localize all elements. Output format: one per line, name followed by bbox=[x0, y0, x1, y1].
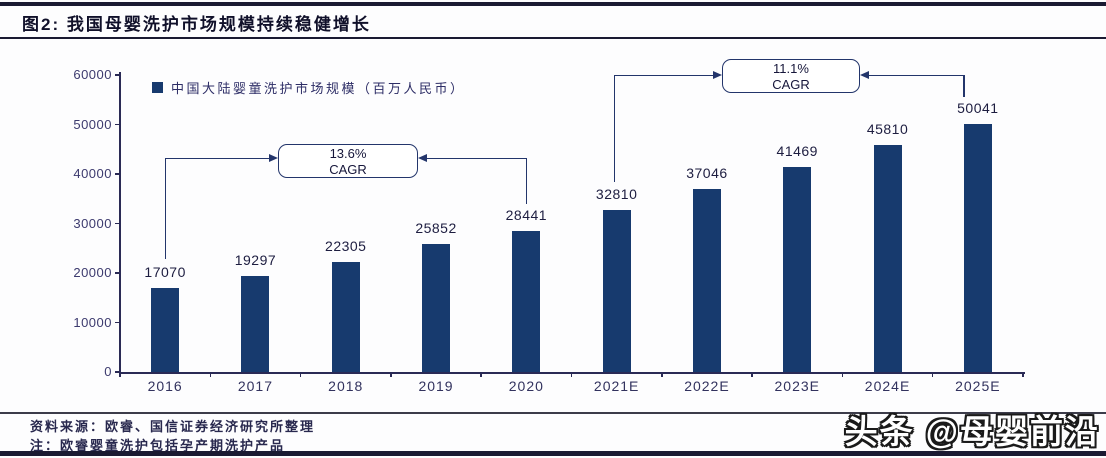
x-axis-tick bbox=[209, 372, 212, 377]
cagr1-left-bracket-line bbox=[164, 157, 166, 259]
cagr2-annotation-box: 11.1% CAGR bbox=[722, 59, 860, 93]
y-axis-tick-label: 20000 bbox=[73, 265, 112, 280]
x-axis-tick bbox=[661, 372, 663, 377]
bar-2020 bbox=[512, 231, 541, 372]
y-axis-tick bbox=[115, 123, 120, 126]
x-axis-category-label: 2021E bbox=[593, 378, 640, 394]
bar-2023E bbox=[783, 166, 812, 372]
bar-value-label: 41469 bbox=[776, 142, 818, 159]
bar-2019 bbox=[422, 244, 451, 372]
methodology-note: 注：欧睿婴童洗护包括孕产期洗护产品 bbox=[30, 438, 286, 453]
cagr1-right-connector-line bbox=[427, 157, 526, 159]
x-axis-tick bbox=[390, 372, 392, 377]
y-axis-tick bbox=[115, 74, 120, 76]
x-axis-category-label: 2025E bbox=[955, 378, 1001, 394]
legend: 中国大陆婴童洗护市场规模（百万人民币） bbox=[152, 80, 466, 96]
cagr2-right-arrow-icon bbox=[860, 71, 869, 79]
x-axis-tick bbox=[480, 372, 482, 377]
source-note: 资料来源：欧睿、国信证券经济研究所整理 bbox=[30, 419, 316, 434]
footer-divider-line bbox=[0, 412, 1106, 414]
x-axis-category-label: 2016 bbox=[147, 378, 183, 394]
bar-value-label: 22305 bbox=[325, 237, 367, 254]
bottom-border-line bbox=[0, 451, 1106, 456]
x-axis-tick bbox=[119, 372, 121, 377]
cagr1-right-arrow-icon bbox=[418, 154, 427, 162]
x-axis-category-label: 2019 bbox=[418, 378, 454, 394]
bar-2018 bbox=[331, 261, 360, 372]
cagr2-rate: 11.1% bbox=[773, 61, 809, 76]
x-axis-category-label: 2017 bbox=[237, 378, 274, 394]
cagr1-rate: 13.6% bbox=[329, 146, 367, 161]
x-axis-category-label: 2020 bbox=[508, 378, 544, 394]
x-axis-tick bbox=[570, 372, 573, 377]
cagr1-left-connector-line bbox=[165, 157, 270, 159]
bar-2021E bbox=[602, 209, 631, 372]
legend-label: 中国大陆婴童洗护市场规模（百万人民币） bbox=[171, 80, 466, 96]
bar-value-label: 17070 bbox=[144, 263, 186, 280]
y-axis-tick bbox=[115, 222, 120, 225]
bar-2024E bbox=[873, 145, 902, 372]
bar-2016 bbox=[151, 287, 180, 372]
x-axis-tick bbox=[841, 372, 844, 377]
y-axis-tick bbox=[115, 173, 120, 175]
cagr1-label: CAGR bbox=[329, 162, 367, 177]
x-axis-tick bbox=[299, 372, 302, 377]
cagr1-right-bracket-line bbox=[525, 157, 527, 204]
bar-value-label: 25852 bbox=[415, 220, 457, 237]
watermark: 头条 @母婴前沿 bbox=[844, 413, 1100, 450]
y-axis-tick bbox=[115, 321, 120, 324]
y-axis-tick-label: 60000 bbox=[73, 67, 112, 82]
bar-value-label: 50041 bbox=[957, 100, 999, 117]
x-axis-category-label: 2018 bbox=[328, 378, 364, 394]
x-axis-tick bbox=[751, 372, 753, 377]
y-axis-tick-label: 40000 bbox=[73, 166, 112, 181]
bar-value-label: 19297 bbox=[234, 252, 277, 269]
legend-swatch-icon bbox=[152, 81, 163, 93]
cagr2-left-bracket-line bbox=[613, 75, 615, 182]
bar-value-label: 45810 bbox=[866, 121, 909, 138]
cagr2-left-arrow-icon bbox=[713, 71, 722, 79]
bar-value-label: 32810 bbox=[595, 185, 638, 202]
y-axis-tick-label: 50000 bbox=[73, 116, 112, 132]
cagr2-right-bracket-line bbox=[963, 75, 965, 97]
y-axis-tick-label: 0 bbox=[104, 364, 112, 379]
x-axis-tick bbox=[1022, 372, 1024, 377]
bar-value-label: 37046 bbox=[686, 164, 728, 181]
y-axis-tick bbox=[115, 272, 120, 274]
title-underline bbox=[0, 37, 1106, 39]
bar-value-label: 28441 bbox=[505, 207, 548, 224]
cagr2-left-connector-line bbox=[614, 74, 713, 76]
cagr2-right-connector-line bbox=[869, 74, 964, 76]
y-axis-line bbox=[119, 72, 121, 374]
figure-title: 图2: 我国母婴洗护市场规模持续稳健增长 bbox=[22, 15, 371, 34]
y-axis-tick-label: 30000 bbox=[73, 215, 112, 231]
bar-2017 bbox=[241, 276, 270, 372]
top-border-line bbox=[0, 2, 1106, 6]
y-axis-tick-label: 10000 bbox=[73, 314, 112, 330]
x-axis-tick bbox=[931, 372, 934, 377]
x-axis-category-label: 2024E bbox=[864, 378, 911, 394]
x-axis-category-label: 2023E bbox=[774, 378, 820, 394]
cagr1-left-arrow-icon bbox=[269, 154, 278, 162]
y-axis-tick bbox=[115, 371, 120, 373]
cagr1-annotation-box: 13.6% CAGR bbox=[278, 144, 418, 178]
x-axis-category-label: 2022E bbox=[684, 378, 730, 394]
cagr2-label: CAGR bbox=[772, 77, 810, 92]
bar-2025E bbox=[963, 124, 992, 372]
bar-2022E bbox=[692, 188, 721, 372]
